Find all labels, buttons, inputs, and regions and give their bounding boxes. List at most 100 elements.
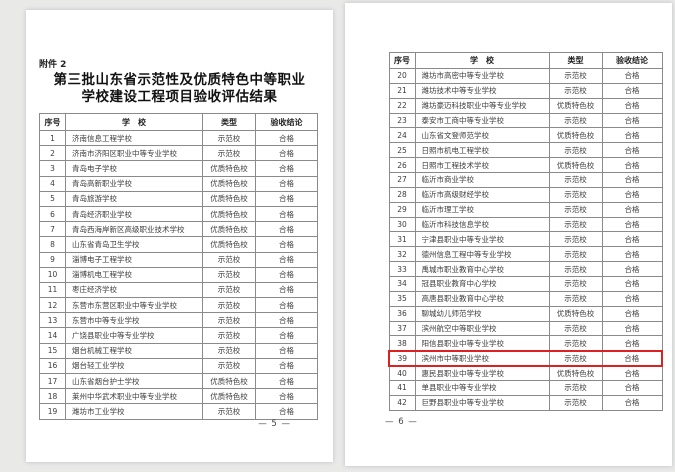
table-row: 36 聊城幼儿师范学校 优质特色校 合格: [388, 305, 663, 322]
result-cell: 合格: [601, 201, 663, 218]
school-type-cell: 示范校: [548, 276, 603, 292]
school-type-cell: 优质特色校: [202, 236, 256, 253]
table-row: 29 临沂市理工学校 示范校 合格: [388, 201, 663, 218]
school-type-cell: 示范校: [548, 142, 603, 159]
table-row: 30 临沂市科技信息学校 示范校 合格: [388, 216, 663, 233]
table-row: 6 青岛经济职业学校 优质特色校 合格: [39, 205, 318, 223]
row-no-cell: 14: [39, 327, 66, 344]
school-name-cell: 山东省烟台护士学校: [65, 372, 203, 390]
school-name-cell: 莱州中华武术职业中等专业学校: [65, 388, 203, 405]
row-no-cell: 17: [39, 372, 66, 390]
result-cell: 合格: [601, 186, 663, 203]
school-type-cell: 示范校: [548, 335, 603, 352]
table-row: 2 济南市济阳区职业中等专业学校 示范校 合格: [39, 145, 318, 162]
page-number-5: — 5 —: [258, 419, 291, 429]
result-cell: 合格: [255, 372, 318, 390]
row-no-cell: 1: [39, 129, 66, 147]
row-no-cell: 40: [388, 365, 416, 382]
school-type-cell: 示范校: [548, 320, 603, 337]
result-cell: 合格: [601, 246, 663, 263]
row-no-cell: 2: [39, 145, 66, 162]
school-name-cell: 聊城幼儿师范学校: [414, 305, 550, 322]
table-row: 37 滨州航空中等职业学校 示范校 合格: [388, 320, 663, 337]
school-name-cell: 潍坊市高密中等专业学校: [414, 68, 550, 84]
table-row: 19 潍坊市工业学校 示范校 合格: [39, 403, 318, 420]
school-type-cell: 示范校: [202, 403, 256, 420]
school-type-cell: 示范校: [202, 251, 256, 268]
school-type-cell: 示范校: [548, 186, 603, 203]
school-name-cell: 潍坊豪迈科技职业中等专业学校: [414, 97, 550, 114]
row-no-cell: 13: [39, 312, 66, 329]
school-name-cell: 山东省青岛卫生学校: [65, 236, 203, 253]
document-title-line2: 学校建设工程项目验收评估结果: [81, 88, 278, 105]
school-name-cell: 潍坊技术中等专业学校: [414, 82, 550, 99]
table-row: 17 山东省烟台护士学校 优质特色校 合格: [39, 372, 318, 390]
school-name-cell: 东营市中等专业学校: [65, 312, 203, 329]
header-row-no: 序号: [39, 113, 66, 131]
school-name-cell: 冠县职业教育中心学校: [414, 276, 550, 292]
result-cell: 合格: [255, 312, 318, 329]
result-cell: 合格: [255, 221, 318, 238]
school-name-cell: 德州信息工程中等专业学校: [414, 246, 550, 263]
result-cell: 合格: [601, 82, 663, 99]
row-no-cell: 10: [39, 266, 66, 283]
table-row: 12 东营市东营区职业中等专业学校 示范校 合格: [39, 297, 318, 314]
table-row: 7 青岛西海岸新区高级职业技术学校 优质特色校 合格: [39, 221, 318, 238]
school-name-cell: 泰安市工商中等专业学校: [414, 112, 550, 129]
row-no-cell: 20: [388, 68, 416, 84]
school-name-cell: 青岛高新职业学校: [65, 175, 203, 192]
school-name-cell: 单县职业中等专业学校: [414, 380, 550, 396]
school-name-cell: 枣庄经济学校: [65, 281, 203, 299]
result-cell: 合格: [255, 205, 318, 223]
result-cell: 合格: [255, 342, 318, 359]
row-no-cell: 39: [388, 349, 416, 367]
result-cell: 合格: [601, 305, 663, 322]
header-type: 类型: [202, 113, 256, 131]
school-type-cell: 优质特色校: [202, 190, 256, 207]
table-row: 38 阳信县职业中等专业学校 示范校 合格: [388, 335, 663, 352]
table-row: 18 莱州中华武术职业中等专业学校 优质特色校 合格: [39, 388, 318, 405]
table-row: 26 日照市工程技术学校 优质特色校 合格: [388, 157, 663, 174]
table-row: 1 济南信息工程学校 示范校 合格: [39, 129, 318, 147]
school-name-cell: 东营市东营区职业中等专业学校: [65, 297, 203, 314]
table-row: 5 青岛旅游学校 优质特色校 合格: [39, 190, 318, 207]
school-type-cell: 示范校: [548, 216, 603, 233]
school-type-cell: 示范校: [202, 357, 256, 375]
result-cell: 合格: [255, 327, 318, 344]
school-name-cell: 巨野县职业中等专业学校: [414, 394, 550, 411]
school-name-cell: 临沂市高级财经学校: [414, 186, 550, 203]
table-row: 31 宁津县职业中等专业学校 示范校 合格: [388, 231, 663, 248]
table-row: 33 禹城市职业教育中心学校 示范校 合格: [388, 261, 663, 278]
header-result: 验收结论: [255, 113, 318, 131]
result-cell: 合格: [601, 290, 663, 307]
row-no-cell: 23: [388, 112, 416, 129]
school-type-cell: 示范校: [202, 129, 256, 147]
document-title: 第三批山东省示范性及优质特色中等职业 学校建设工程项目验收评估结果: [26, 72, 333, 105]
result-cell: 合格: [601, 172, 663, 188]
row-no-cell: 31: [388, 231, 416, 248]
result-cell: 合格: [601, 157, 663, 174]
table-row: 35 高唐县职业教育中心学校 示范校 合格: [388, 290, 663, 307]
table-header-row: 序号 学 校 类型 验收结论: [388, 52, 663, 69]
table-row: 23 泰安市工商中等专业学校 示范校 合格: [388, 112, 663, 129]
row-no-cell: 24: [388, 127, 416, 144]
row-no-cell: 6: [39, 205, 66, 223]
school-type-cell: 示范校: [548, 380, 603, 396]
result-cell: 合格: [601, 112, 663, 129]
school-name-cell: 济南市济阳区职业中等专业学校: [65, 145, 203, 162]
row-no-cell: 8: [39, 236, 66, 253]
result-cell: 合格: [255, 175, 318, 192]
row-no-cell: 3: [39, 160, 66, 177]
row-no-cell: 18: [39, 388, 66, 405]
result-cell: 合格: [601, 394, 663, 411]
school-name-cell: 临沂市理工学校: [414, 201, 550, 218]
school-type-cell: 优质特色校: [202, 160, 256, 177]
result-cell: 合格: [255, 266, 318, 283]
row-no-cell: 9: [39, 251, 66, 268]
table-row: 22 潍坊豪迈科技职业中等专业学校 优质特色校 合格: [388, 97, 663, 114]
row-no-cell: 12: [39, 297, 66, 314]
table-row: 32 德州信息工程中等专业学校 示范校 合格: [388, 246, 663, 263]
school-type-cell: 优质特色校: [202, 372, 256, 390]
result-cell: 合格: [255, 190, 318, 207]
document-page-6: 序号 学 校 类型 验收结论 20 潍坊市高密中等专业学校 示范校 合格 21 潍坊技术中…: [345, 3, 672, 466]
